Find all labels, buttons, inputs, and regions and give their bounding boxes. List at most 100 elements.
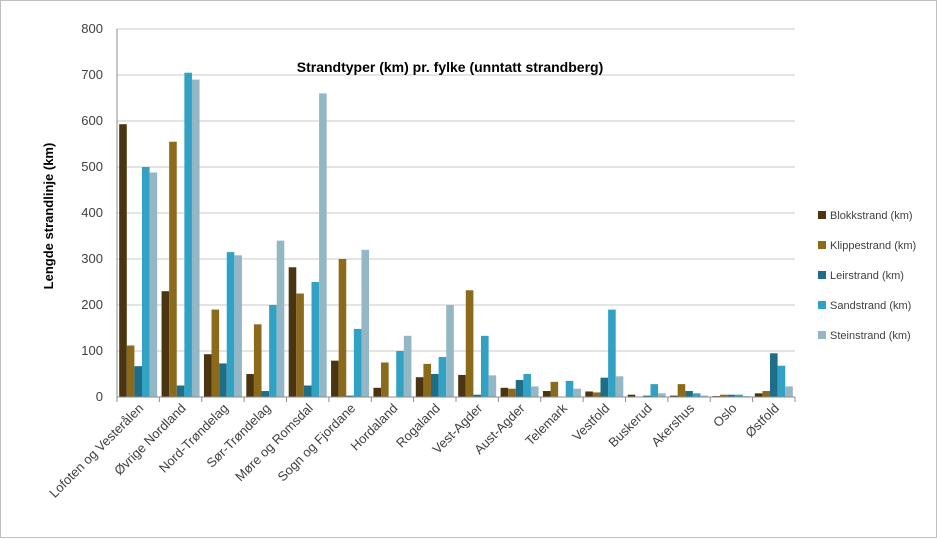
bar [508, 388, 516, 397]
bar [373, 387, 382, 397]
bar [361, 249, 370, 397]
bar [515, 379, 524, 397]
bar [331, 360, 339, 397]
bar [161, 291, 170, 397]
bar [176, 385, 185, 397]
bar [550, 381, 559, 397]
bar [149, 172, 158, 397]
y-tick-label: 300 [81, 251, 103, 266]
legend-label: Klippestrand (km) [830, 240, 916, 252]
y-tick-label: 600 [81, 113, 103, 128]
bar [353, 328, 362, 397]
bar [785, 386, 793, 397]
bar [692, 393, 701, 397]
bar [762, 391, 771, 397]
bar [573, 388, 581, 397]
legend-label: Sandstrand (km) [830, 300, 911, 312]
legend-swatch [818, 271, 826, 279]
legend-swatch [818, 331, 826, 339]
y-tick-labels: 0 100 200 300 400 500 600 700 800 [81, 21, 103, 404]
bar [627, 394, 636, 397]
bar [480, 335, 489, 397]
x-tick-label: Møre og Romsdal [232, 400, 316, 484]
x-tick-label: Buskerud [605, 401, 654, 450]
x-tick-label: Østfold [742, 401, 782, 441]
bar [296, 293, 304, 397]
legend-swatch [818, 241, 826, 249]
bar [658, 393, 666, 397]
bar [276, 240, 285, 397]
y-tick-label: 200 [81, 297, 103, 312]
bar [473, 394, 481, 397]
bar [169, 141, 177, 397]
bar [523, 374, 531, 397]
bar [381, 362, 389, 397]
bar [770, 353, 778, 397]
y-tick-label: 500 [81, 159, 103, 174]
bar [184, 72, 192, 397]
x-tick-label: Telemark [522, 400, 570, 448]
bar [311, 282, 320, 397]
bar [203, 354, 212, 397]
bar [677, 384, 686, 397]
bar [500, 387, 509, 397]
bar [246, 374, 254, 397]
bar [608, 309, 616, 397]
bar [727, 394, 736, 397]
bar [288, 267, 297, 397]
x-tick-label: Oslo [710, 401, 740, 431]
legend: Blokkstrand (km) Klippestrand (km) Leirstr… [818, 210, 916, 342]
bar [415, 377, 424, 397]
bar [134, 366, 142, 397]
bar [423, 363, 432, 397]
bar [720, 394, 728, 397]
bar [261, 391, 270, 397]
bar [396, 351, 404, 397]
bar [685, 391, 693, 397]
x-tick-label: Sogn og Fjordane [274, 401, 358, 485]
y-tick-label: 0 [96, 389, 103, 404]
bar [141, 167, 150, 397]
legend-swatch [818, 301, 826, 309]
legend-label: Blokkstrand (km) [830, 210, 913, 222]
bar [458, 374, 466, 397]
bar [438, 356, 447, 397]
bar [592, 392, 601, 397]
legend-label: Steinstrand (km) [830, 330, 911, 342]
bar [565, 380, 574, 397]
axes [116, 29, 796, 402]
bar [126, 345, 135, 397]
bar [226, 252, 235, 397]
bar [211, 309, 220, 397]
bar [431, 374, 439, 397]
y-tick-label: 400 [81, 205, 103, 220]
bar [319, 93, 327, 398]
bar [615, 376, 624, 397]
bar [530, 386, 539, 397]
bar [191, 79, 200, 397]
bar [735, 394, 743, 397]
bar [346, 395, 354, 397]
y-tick-label: 800 [81, 21, 103, 36]
bar [403, 335, 412, 397]
chart-title: Strandtyper (km) pr. fylke (unntatt stra… [297, 59, 603, 75]
bars [119, 72, 793, 398]
y-tick-label: 100 [81, 343, 103, 358]
legend-swatch [818, 211, 826, 219]
bar [219, 363, 227, 397]
bar [777, 365, 786, 397]
bar [642, 395, 651, 397]
bar [600, 377, 609, 397]
bar [670, 395, 678, 397]
bar [585, 391, 593, 397]
bar [253, 324, 262, 397]
bar [700, 395, 709, 397]
bar [119, 124, 127, 397]
bar [338, 259, 347, 397]
bar [303, 385, 312, 397]
bar [465, 290, 474, 397]
bar [650, 384, 659, 397]
y-axis-label: Lengde strandlinje (km) [41, 143, 56, 290]
